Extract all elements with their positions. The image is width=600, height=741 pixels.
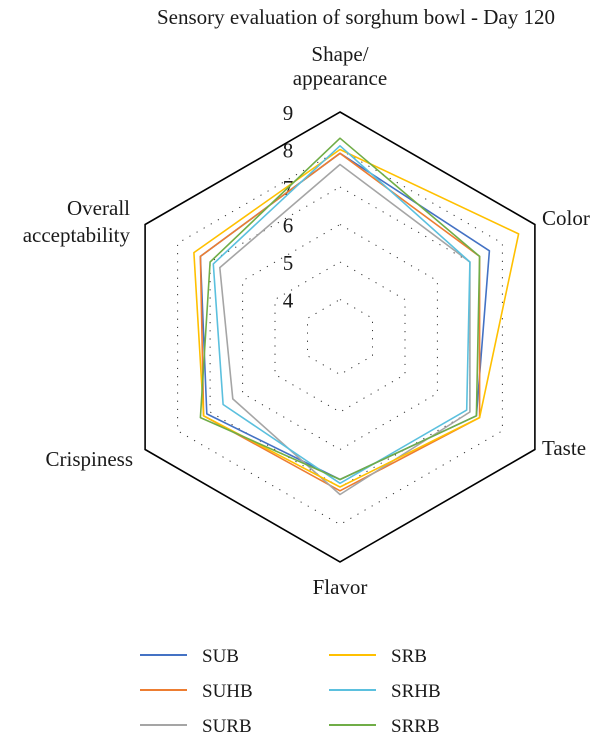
grid-ring-6 [242, 223, 438, 451]
axis-label-2: Taste [542, 436, 586, 460]
legend: SUB SUHB SURB SRB SRHB SRRB [140, 646, 441, 737]
grid-outer-ring [144, 111, 536, 563]
legend-label-surb: SURB [202, 716, 252, 737]
series-srhb [212, 145, 471, 485]
axis-label-1: Color [542, 206, 590, 230]
radar-grid [144, 111, 536, 563]
series-srb [193, 148, 520, 488]
series-layer [193, 137, 520, 496]
legend-label-srhb: SRHB [391, 681, 441, 702]
chart-title: Sensory evaluation of sorghum bowl - Day… [157, 5, 555, 29]
tick-label-9: 9 [283, 101, 294, 125]
grid-ring-4 [307, 298, 373, 376]
legend-label-sub: SUB [202, 646, 239, 667]
legend-label-suhb: SUHB [202, 681, 253, 702]
tick-label-6: 6 [283, 214, 294, 238]
axis-labels: Shape/appearance Color Taste Flavor Crispine… [23, 42, 590, 599]
tick-label-4: 4 [283, 289, 294, 313]
legend-label-srb: SRB [391, 646, 427, 667]
axis-label-3: Flavor [313, 575, 368, 599]
series-suhb [199, 152, 481, 492]
tick-label-5: 5 [283, 251, 294, 275]
series-srrb [199, 137, 481, 481]
axis-label-4: Crispiness [45, 447, 133, 471]
grid-ring-5 [274, 261, 406, 413]
tick-label-8: 8 [283, 139, 294, 163]
axis-label-5: Overall acceptability [23, 196, 131, 247]
legend-label-srrb: SRRB [391, 716, 440, 737]
axis-label-0: Shape/appearance [293, 42, 387, 90]
